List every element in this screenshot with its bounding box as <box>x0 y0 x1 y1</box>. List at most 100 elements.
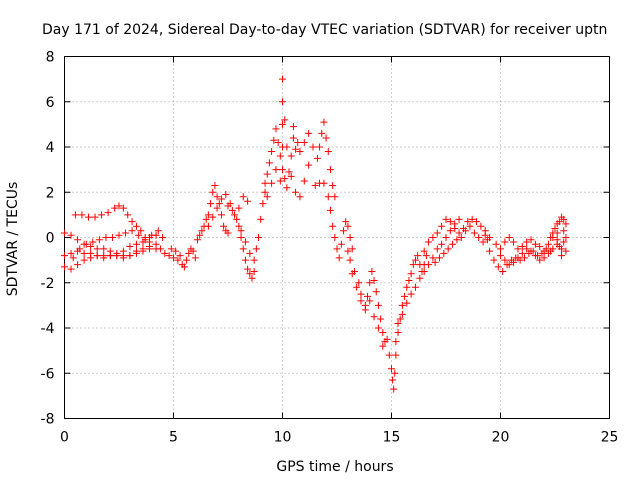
data-point <box>438 240 446 248</box>
data-point <box>388 365 395 373</box>
data-point <box>82 240 90 248</box>
data-point <box>113 249 121 257</box>
data-point <box>119 247 127 255</box>
data-point <box>501 256 509 264</box>
data-point <box>377 315 385 323</box>
data-point <box>394 319 402 327</box>
data-point <box>531 240 539 248</box>
data-point <box>549 229 557 237</box>
data-point <box>492 240 500 248</box>
data-point <box>446 218 454 226</box>
data-point <box>414 252 422 260</box>
data-point <box>213 193 221 201</box>
data-point <box>250 256 258 264</box>
data-point <box>281 175 289 183</box>
data-point <box>115 202 123 210</box>
data-point <box>61 252 68 260</box>
data-point <box>366 279 374 287</box>
data-point <box>409 261 417 269</box>
data-point <box>453 236 461 244</box>
data-point <box>429 254 437 262</box>
data-point <box>433 245 441 253</box>
data-point <box>154 227 162 235</box>
data-point <box>283 143 291 151</box>
y-tick-label: -4 <box>41 321 55 337</box>
data-point <box>111 204 119 212</box>
data-point <box>106 252 114 260</box>
data-point <box>209 213 217 221</box>
data-point <box>74 261 82 269</box>
data-point <box>102 234 110 241</box>
data-point <box>422 252 430 260</box>
data-point <box>128 218 136 226</box>
data-point <box>497 252 504 260</box>
data-point <box>540 254 548 262</box>
data-point <box>217 195 225 203</box>
data-point <box>296 148 304 156</box>
data-point <box>451 224 459 232</box>
data-point <box>407 270 415 278</box>
data-point <box>446 227 454 235</box>
data-point <box>455 229 463 237</box>
data-point <box>174 256 182 264</box>
data-point <box>246 249 254 257</box>
data-point <box>300 177 308 185</box>
data-point <box>287 172 295 180</box>
data-point <box>457 234 465 241</box>
data-point <box>555 243 563 251</box>
data-point <box>449 240 457 248</box>
data-point <box>80 256 88 264</box>
data-point <box>344 247 352 255</box>
data-point <box>74 236 82 244</box>
data-point <box>372 288 380 296</box>
data-point <box>235 204 243 212</box>
data-point <box>261 179 269 187</box>
data-point <box>520 254 528 262</box>
data-point <box>425 261 433 269</box>
data-point <box>357 297 365 305</box>
data-point <box>222 191 230 199</box>
y-tick-label: -2 <box>41 276 55 292</box>
data-point <box>167 245 175 253</box>
y-tick-label: 8 <box>46 50 55 66</box>
data-point <box>137 227 145 235</box>
data-point <box>331 193 339 201</box>
data-point <box>558 252 566 260</box>
data-point <box>224 229 232 237</box>
data-point <box>401 292 409 300</box>
data-point <box>91 213 99 221</box>
data-point <box>95 236 103 244</box>
data-point <box>87 243 95 251</box>
data-point <box>442 215 450 223</box>
data-point <box>475 234 483 241</box>
data-point <box>320 118 328 126</box>
data-point <box>309 143 317 151</box>
y-axis-label: SDTVAR / TECUs <box>5 182 21 297</box>
data-point <box>490 256 498 264</box>
data-point <box>433 229 441 237</box>
x-tick-label: 10 <box>274 430 292 446</box>
data-point <box>124 211 132 219</box>
data-point <box>505 261 513 269</box>
data-point <box>320 179 328 187</box>
data-point <box>318 129 326 137</box>
data-point <box>479 238 487 246</box>
data-point <box>261 188 269 196</box>
data-point <box>115 231 123 239</box>
data-point <box>244 197 252 205</box>
data-point <box>281 116 289 124</box>
data-point <box>531 252 539 260</box>
data-point <box>220 222 228 230</box>
data-point <box>435 254 443 262</box>
data-point <box>263 193 271 201</box>
data-point <box>87 254 95 262</box>
data-point <box>379 342 387 350</box>
data-point <box>389 376 397 384</box>
data-point <box>374 324 382 332</box>
axis-ticks: 0 5 10 15 20 25 -8 -6 -4 -2 0 2 4 6 8 <box>41 50 619 446</box>
data-point <box>279 166 286 174</box>
data-point <box>544 249 552 257</box>
data-point <box>193 236 201 244</box>
data-point <box>385 351 393 359</box>
